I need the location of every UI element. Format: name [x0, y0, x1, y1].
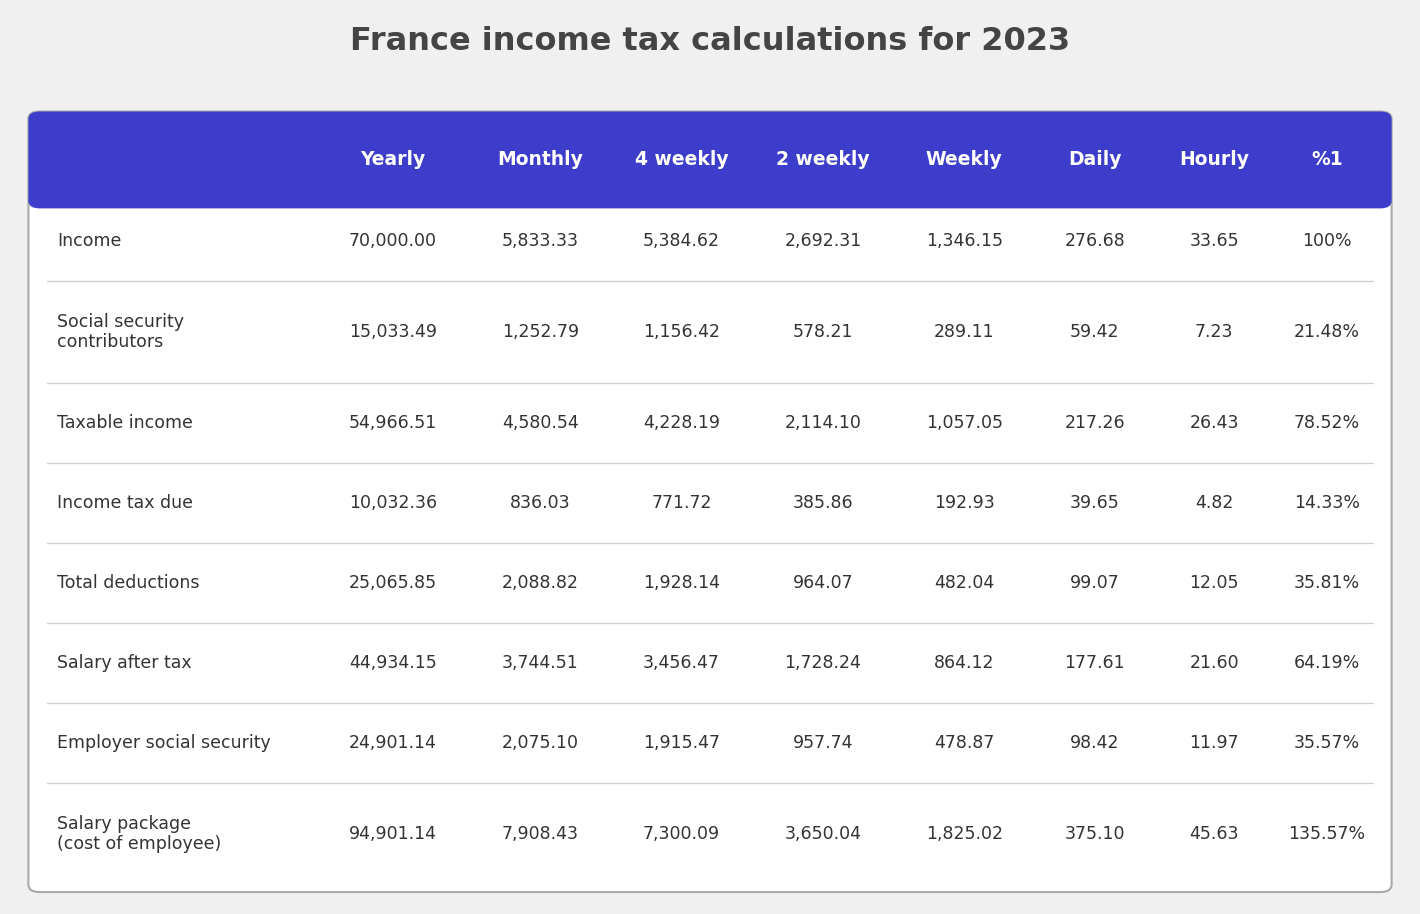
Text: 375.10: 375.10 [1065, 825, 1125, 843]
Text: 98.42: 98.42 [1069, 734, 1119, 752]
Text: 2,088.82: 2,088.82 [501, 574, 579, 592]
Text: 44,934.15: 44,934.15 [349, 654, 437, 672]
Text: 1,915.47: 1,915.47 [643, 734, 720, 752]
Text: 59.42: 59.42 [1069, 323, 1119, 341]
Text: 4.82: 4.82 [1196, 494, 1234, 512]
Text: 26.43: 26.43 [1190, 414, 1238, 431]
Text: 2,114.10: 2,114.10 [784, 414, 862, 431]
Text: Yearly: Yearly [361, 151, 426, 169]
Text: France income tax calculations for 2023: France income tax calculations for 2023 [349, 26, 1071, 57]
Text: Daily: Daily [1068, 151, 1122, 169]
Text: 99.07: 99.07 [1069, 574, 1119, 592]
Text: 1,928.14: 1,928.14 [643, 574, 720, 592]
Text: 35.81%: 35.81% [1294, 574, 1360, 592]
Text: 64.19%: 64.19% [1294, 654, 1360, 672]
Text: 836.03: 836.03 [510, 494, 571, 512]
Polygon shape [40, 160, 1380, 201]
Text: Income tax due: Income tax due [57, 494, 193, 512]
Text: 578.21: 578.21 [792, 323, 853, 341]
Text: 21.48%: 21.48% [1294, 323, 1360, 341]
Text: %1: %1 [1311, 151, 1343, 169]
Text: 10,032.36: 10,032.36 [349, 494, 437, 512]
Text: 177.61: 177.61 [1065, 654, 1125, 672]
Text: 21.60: 21.60 [1190, 654, 1238, 672]
Text: 482.04: 482.04 [934, 574, 994, 592]
Text: 15,033.49: 15,033.49 [349, 323, 437, 341]
Text: Employer social security: Employer social security [57, 734, 271, 752]
Text: 7.23: 7.23 [1194, 323, 1234, 341]
Text: 1,252.79: 1,252.79 [501, 323, 579, 341]
Text: 1,057.05: 1,057.05 [926, 414, 1003, 431]
Text: Salary after tax: Salary after tax [57, 654, 192, 672]
Text: 135.57%: 135.57% [1288, 825, 1366, 843]
Text: 24,901.14: 24,901.14 [349, 734, 437, 752]
Text: 45.63: 45.63 [1190, 825, 1238, 843]
Text: (cost of employee): (cost of employee) [57, 835, 222, 853]
Text: 94,901.14: 94,901.14 [349, 825, 437, 843]
Text: Hourly: Hourly [1179, 151, 1250, 169]
FancyBboxPatch shape [28, 112, 1392, 892]
Text: 4,228.19: 4,228.19 [643, 414, 720, 431]
Text: Income: Income [57, 232, 121, 250]
Text: 39.65: 39.65 [1069, 494, 1119, 512]
Text: contributors: contributors [57, 333, 163, 351]
Text: 964.07: 964.07 [792, 574, 853, 592]
Text: 12.05: 12.05 [1190, 574, 1238, 592]
Text: 771.72: 771.72 [652, 494, 711, 512]
Text: 7,908.43: 7,908.43 [501, 825, 579, 843]
Text: 1,346.15: 1,346.15 [926, 232, 1003, 250]
Text: Taxable income: Taxable income [57, 414, 193, 431]
Text: 25,065.85: 25,065.85 [349, 574, 437, 592]
Text: 54,966.51: 54,966.51 [349, 414, 437, 431]
Text: 192.93: 192.93 [934, 494, 994, 512]
Text: 4,580.54: 4,580.54 [501, 414, 578, 431]
Text: 14.33%: 14.33% [1294, 494, 1360, 512]
Text: 478.87: 478.87 [934, 734, 994, 752]
Text: 5,384.62: 5,384.62 [643, 232, 720, 250]
Text: 3,456.47: 3,456.47 [643, 654, 720, 672]
Text: 33.65: 33.65 [1190, 232, 1238, 250]
Text: 3,744.51: 3,744.51 [501, 654, 578, 672]
Text: 1,825.02: 1,825.02 [926, 825, 1003, 843]
Text: Total deductions: Total deductions [57, 574, 199, 592]
Text: Weekly: Weekly [926, 151, 1003, 169]
Text: Salary package: Salary package [57, 815, 190, 833]
Text: 35.57%: 35.57% [1294, 734, 1360, 752]
Text: Social security: Social security [57, 313, 183, 331]
Text: 2,692.31: 2,692.31 [784, 232, 862, 250]
Text: 276.68: 276.68 [1064, 232, 1125, 250]
Text: 2,075.10: 2,075.10 [501, 734, 579, 752]
Text: 2 weekly: 2 weekly [777, 151, 869, 169]
Text: 1,728.24: 1,728.24 [784, 654, 862, 672]
Text: 78.52%: 78.52% [1294, 414, 1360, 431]
Text: 7,300.09: 7,300.09 [643, 825, 720, 843]
Text: 70,000.00: 70,000.00 [349, 232, 437, 250]
Text: 289.11: 289.11 [934, 323, 994, 341]
Text: 864.12: 864.12 [934, 654, 994, 672]
FancyBboxPatch shape [28, 112, 1392, 208]
Text: 217.26: 217.26 [1065, 414, 1125, 431]
Text: 4 weekly: 4 weekly [635, 151, 728, 169]
Text: 3,650.04: 3,650.04 [784, 825, 862, 843]
Text: 11.97: 11.97 [1190, 734, 1238, 752]
Text: 385.86: 385.86 [792, 494, 853, 512]
Text: 5,833.33: 5,833.33 [501, 232, 579, 250]
Text: 957.74: 957.74 [792, 734, 853, 752]
Text: Monthly: Monthly [497, 151, 584, 169]
Text: 100%: 100% [1302, 232, 1352, 250]
Text: 1,156.42: 1,156.42 [643, 323, 720, 341]
